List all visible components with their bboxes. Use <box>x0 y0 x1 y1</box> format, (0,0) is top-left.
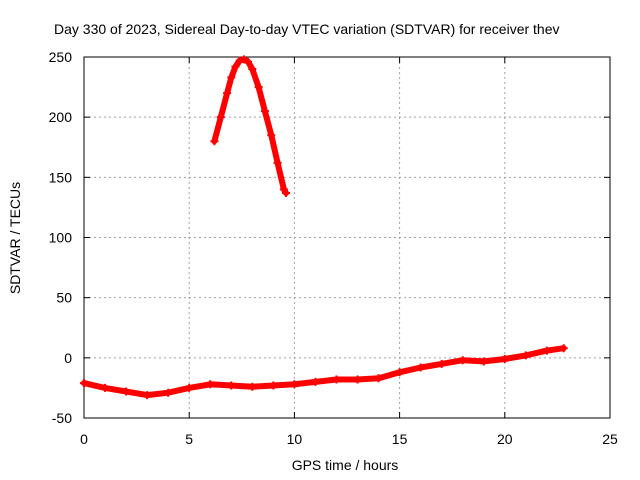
data-point <box>227 381 236 390</box>
data-point <box>559 344 568 353</box>
data-series <box>80 55 568 400</box>
y-axis-label: SDTVAR / TECUs <box>7 182 23 294</box>
data-point <box>437 359 446 368</box>
x-axis-label: GPS time / hours <box>292 457 399 473</box>
grid-lines <box>84 57 610 418</box>
data-point <box>374 374 383 383</box>
x-tick-label: 20 <box>497 431 513 447</box>
data-point <box>458 356 467 365</box>
data-point <box>216 113 225 122</box>
y-tick-label: 50 <box>56 290 72 306</box>
data-point <box>248 65 257 74</box>
chart-title: Day 330 of 2023, Sidereal Day-to-day VTE… <box>54 21 560 37</box>
data-point <box>500 355 509 364</box>
data-point <box>80 379 88 388</box>
data-point <box>143 391 152 400</box>
axis-ticks: 0 5 10 15 20 25 -50 0 50 100 150 200 250 <box>49 49 618 447</box>
data-point <box>210 137 219 146</box>
series-trace <box>211 56 289 196</box>
y-tick-label: 100 <box>49 230 73 246</box>
data-point <box>479 357 488 366</box>
data-point <box>231 62 240 71</box>
x-tick-label: 0 <box>80 431 88 447</box>
data-point <box>332 375 341 384</box>
data-point <box>542 346 551 355</box>
data-point <box>290 380 299 389</box>
y-tick-label: -50 <box>52 410 72 426</box>
series-trace <box>81 345 567 399</box>
y-tick-label: 0 <box>64 350 72 366</box>
data-point <box>185 383 194 392</box>
data-point <box>267 131 276 140</box>
data-point <box>416 363 425 372</box>
plot-frame <box>83 56 611 419</box>
data-point <box>206 380 215 389</box>
data-point <box>248 382 257 391</box>
data-point <box>239 55 248 64</box>
data-point <box>101 383 110 392</box>
x-tick-label: 10 <box>287 431 303 447</box>
x-tick-label: 15 <box>392 431 408 447</box>
data-point <box>311 377 320 386</box>
data-point <box>353 375 362 384</box>
x-tick-label: 5 <box>185 431 193 447</box>
y-tick-label: 150 <box>49 169 73 185</box>
data-point <box>281 188 290 197</box>
data-point <box>227 73 236 82</box>
data-point <box>254 83 263 92</box>
data-point <box>269 381 278 390</box>
data-point <box>223 89 232 98</box>
data-point <box>260 107 269 116</box>
y-tick-label: 200 <box>49 109 73 125</box>
data-point <box>244 57 253 66</box>
data-point <box>235 56 244 65</box>
data-point <box>521 351 530 360</box>
data-point <box>122 387 131 396</box>
data-point <box>395 368 404 377</box>
data-point <box>273 158 282 167</box>
data-point <box>164 388 173 397</box>
x-tick-label: 25 <box>602 431 618 447</box>
y-tick-label: 250 <box>49 49 73 65</box>
